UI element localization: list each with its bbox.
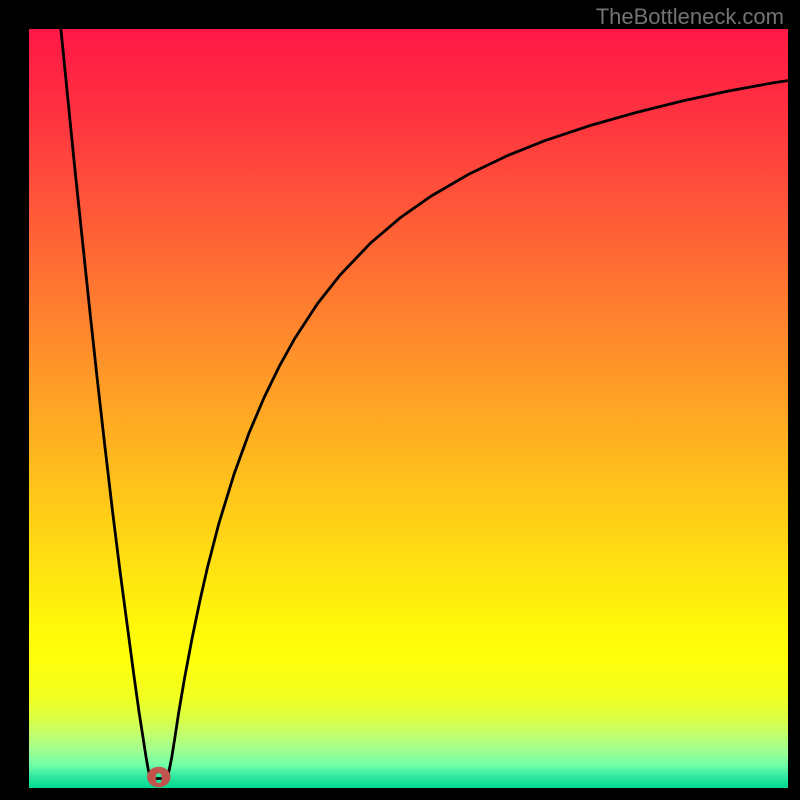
plot-svg [29, 29, 788, 788]
watermark-text: TheBottleneck.com [596, 4, 784, 30]
gradient-background [29, 29, 788, 788]
bottleneck-chart: TheBottleneck.com [0, 0, 800, 800]
valley-marker [147, 767, 171, 787]
